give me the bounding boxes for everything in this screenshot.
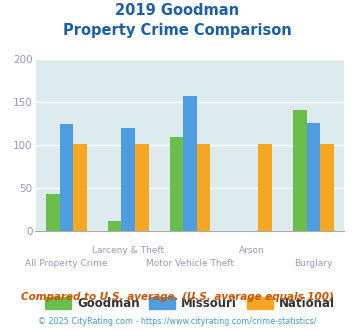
Text: All Property Crime: All Property Crime bbox=[25, 259, 108, 268]
Bar bbox=[197, 144, 210, 231]
Bar bbox=[293, 110, 307, 231]
Text: Larceny & Theft: Larceny & Theft bbox=[92, 246, 164, 255]
Bar bbox=[121, 128, 135, 231]
Text: Arson: Arson bbox=[239, 246, 264, 255]
Bar bbox=[60, 124, 73, 231]
Bar bbox=[46, 194, 60, 231]
Bar bbox=[73, 144, 87, 231]
Text: 2019 Goodman: 2019 Goodman bbox=[115, 3, 240, 18]
Bar bbox=[108, 221, 121, 231]
Legend: Goodman, Missouri, National: Goodman, Missouri, National bbox=[41, 292, 339, 314]
Bar bbox=[258, 144, 272, 231]
Bar bbox=[135, 144, 148, 231]
Bar bbox=[307, 123, 320, 231]
Text: Property Crime Comparison: Property Crime Comparison bbox=[63, 23, 292, 38]
Text: © 2025 CityRating.com - https://www.cityrating.com/crime-statistics/: © 2025 CityRating.com - https://www.city… bbox=[38, 317, 317, 326]
Bar bbox=[170, 137, 183, 231]
Bar bbox=[183, 96, 197, 231]
Text: Motor Vehicle Theft: Motor Vehicle Theft bbox=[146, 259, 234, 268]
Text: Compared to U.S. average. (U.S. average equals 100): Compared to U.S. average. (U.S. average … bbox=[21, 292, 334, 302]
Text: Burglary: Burglary bbox=[294, 259, 333, 268]
Bar bbox=[320, 144, 334, 231]
